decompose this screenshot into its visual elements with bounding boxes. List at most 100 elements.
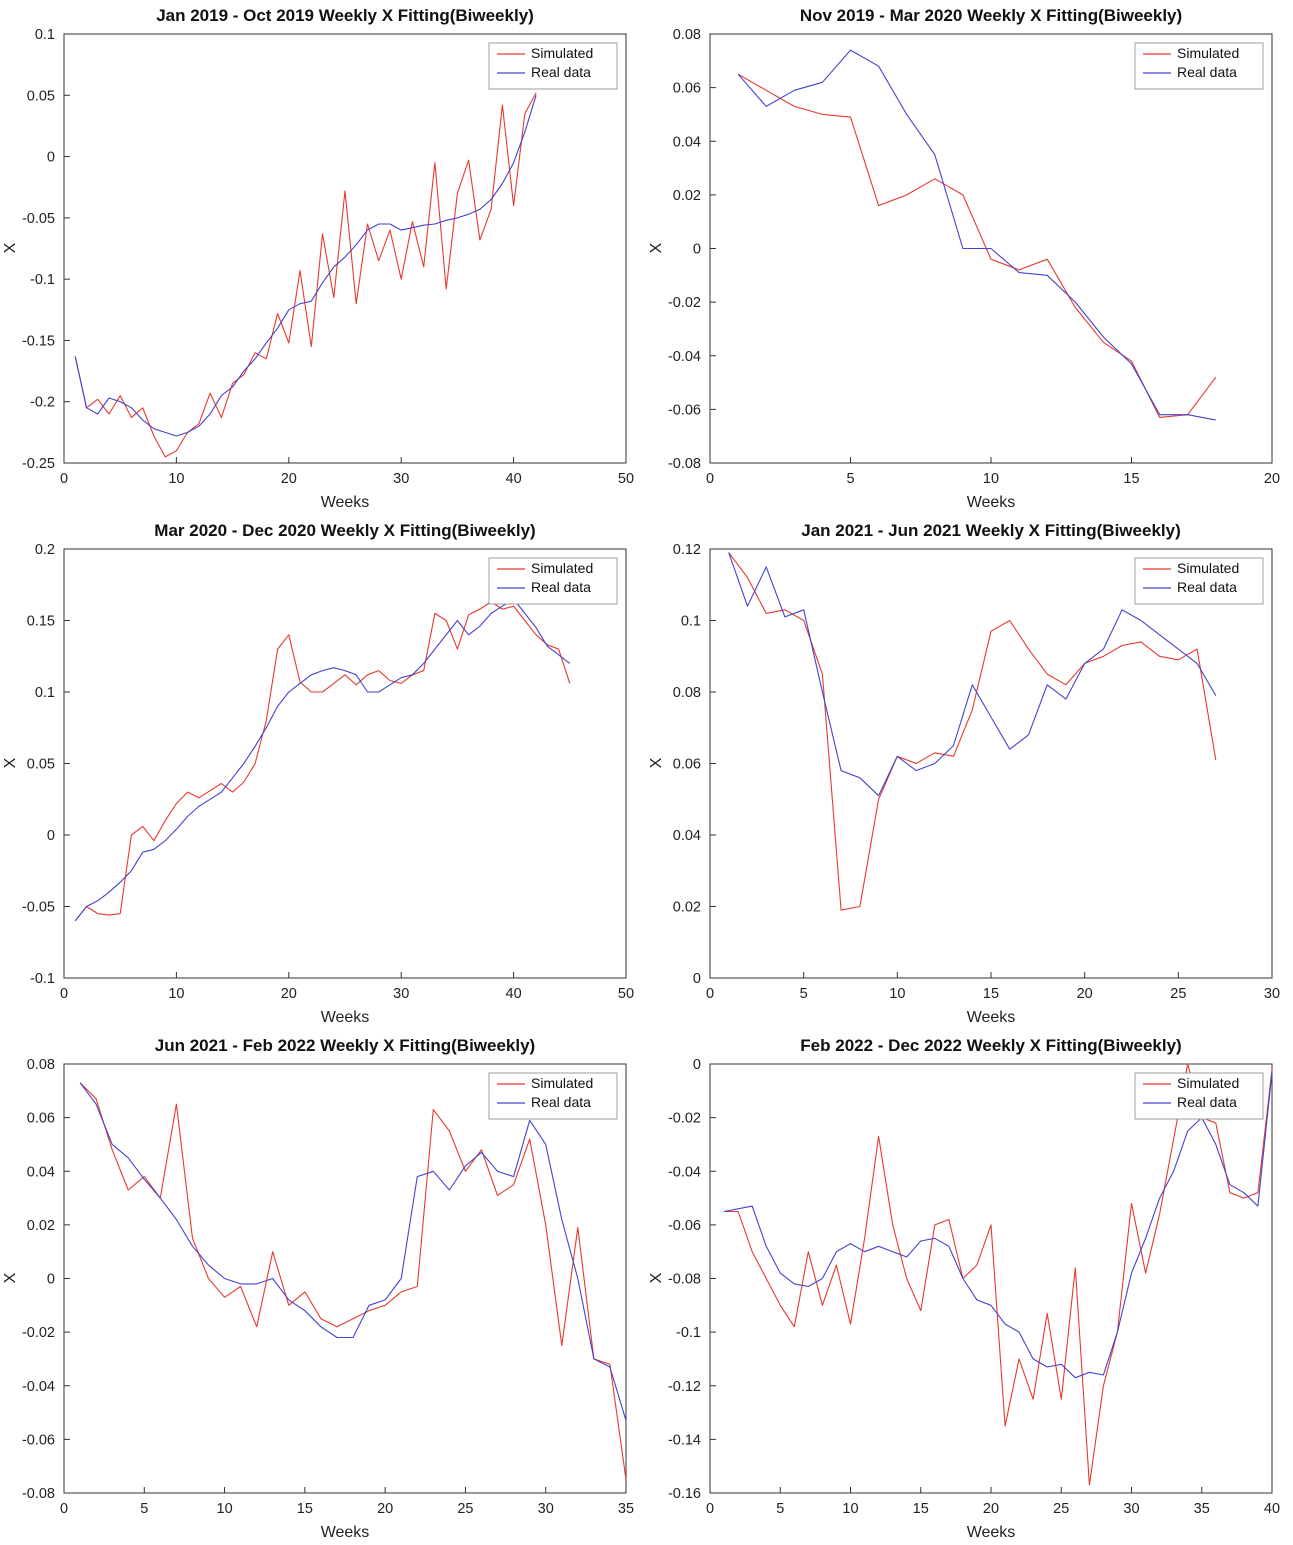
legend-label: Real data (531, 579, 591, 595)
x-tick-label: 30 (538, 1501, 554, 1517)
x-tick-label: 0 (60, 1501, 68, 1517)
y-tick-label: -0.16 (668, 1486, 701, 1502)
y-tick-label: -0.02 (668, 1111, 701, 1127)
x-tick-label: 0 (60, 986, 68, 1002)
y-tick-label: 0.04 (673, 134, 701, 150)
x-tick-label: 20 (1077, 986, 1093, 1002)
axes-box (709, 1063, 1273, 1494)
x-tick-label: 50 (618, 471, 634, 487)
y-tick-label: -0.06 (668, 402, 701, 418)
legend (1134, 42, 1264, 90)
chart-panel-6: Feb 2022 - Dec 2022 Weekly X Fitting(Biw… (646, 1030, 1293, 1545)
plot-area: 0 5 10 15 20 25 30 0 0.02 0.04 0.06 0.08 0.1 0.12 Simu… (673, 542, 1280, 1002)
y-tick-label: 0.2 (35, 542, 55, 558)
legend-label: Simulated (531, 560, 593, 576)
x-tick-label: 20 (281, 471, 297, 487)
x-tick-label: 30 (1123, 1501, 1139, 1517)
legend (488, 557, 618, 605)
legend-label: Real data (1177, 64, 1237, 80)
y-tick-label: -0.2 (30, 395, 55, 411)
y-tick-label: 0.04 (673, 828, 701, 844)
y-tick-label: 0 (693, 971, 701, 987)
y-axis-label: X (648, 242, 665, 253)
chart-title: Mar 2020 - Dec 2020 Weekly X Fitting(Biw… (154, 521, 535, 540)
chart-svg-4: Jan 2021 - Jun 2021 Weekly X Fitting(Biw… (648, 521, 1280, 1026)
chart-title: Jan 2021 - Jun 2021 Weekly X Fitting(Biw… (801, 521, 1181, 540)
y-tick-label: -0.04 (668, 1164, 701, 1180)
legend (488, 42, 618, 90)
chart-panel-2: Nov 2019 - Mar 2020 Weekly X Fitting(Biw… (646, 0, 1293, 515)
y-tick-label: -0.04 (22, 1379, 55, 1395)
chart-svg-2: Nov 2019 - Mar 2020 Weekly X Fitting(Biw… (648, 6, 1280, 511)
y-tick-label: 0.08 (673, 27, 701, 43)
y-tick-label: 0.1 (681, 614, 701, 630)
y-tick-label: 0.06 (27, 1111, 55, 1127)
y-tick-label: 0.1 (35, 685, 55, 701)
legend-label: Simulated (531, 45, 593, 61)
real-series-line (737, 49, 1216, 421)
chart-panel-3: Mar 2020 - Dec 2020 Weekly X Fitting(Biw… (0, 515, 646, 1030)
y-tick-label: -0.08 (668, 1272, 701, 1288)
y-tick-label: -0.05 (22, 211, 55, 227)
y-tick-label: -0.15 (22, 333, 55, 349)
y-tick-label: -0.04 (668, 349, 701, 365)
y-tick-label: 0.08 (27, 1057, 55, 1073)
simulated-series-line (728, 552, 1217, 911)
x-tick-label: 10 (889, 986, 905, 1002)
y-tick-label: -0.12 (668, 1379, 701, 1395)
real-series-line (723, 1071, 1273, 1379)
legend (488, 1072, 618, 1120)
x-tick-label: 30 (393, 986, 409, 1002)
y-tick-label: 0.04 (27, 1164, 55, 1180)
y-tick-label: -0.1 (30, 272, 55, 288)
y-tick-label: -0.14 (668, 1432, 701, 1448)
x-tick-label: 20 (983, 1501, 999, 1517)
y-tick-label: 0.08 (673, 685, 701, 701)
x-axis-label: Weeks (321, 1524, 370, 1541)
x-tick-label: 0 (706, 986, 714, 1002)
chart-title: Feb 2022 - Dec 2022 Weekly X Fitting(Biw… (800, 1036, 1181, 1055)
x-tick-label: 10 (217, 1501, 233, 1517)
y-tick-label: 0.1 (35, 27, 55, 43)
plot-area: 0 5 10 15 20 -0.08 -0.06 -0.04 -0.02 0 0.02 0.04 0.0… (668, 27, 1280, 487)
plot-area: 0 10 20 30 40 50 -0.1 -0.05 0 0.05 0.1 0.15 0.2 Simul… (22, 542, 634, 1002)
legend (1134, 557, 1264, 605)
simulated-series-line (74, 92, 537, 458)
x-tick-label: 25 (1170, 986, 1186, 1002)
x-axis-label: Weeks (967, 1524, 1016, 1541)
legend (1134, 1072, 1264, 1120)
legend-label: Simulated (531, 1075, 593, 1091)
x-axis-label: Weeks (967, 1009, 1016, 1026)
legend-label: Simulated (1177, 45, 1239, 61)
legend-label: Simulated (1177, 560, 1239, 576)
x-tick-label: 15 (913, 1501, 929, 1517)
y-tick-label: 0.12 (673, 542, 701, 558)
real-series-line (74, 95, 537, 437)
x-tick-label: 35 (618, 1501, 634, 1517)
x-tick-label: 40 (506, 986, 522, 1002)
y-tick-label: 0 (47, 150, 55, 166)
x-tick-label: 40 (1264, 1501, 1280, 1517)
chart-svg-1: Jan 2019 - Oct 2019 Weekly X Fitting(Biw… (2, 6, 634, 511)
x-tick-label: 50 (618, 986, 634, 1002)
x-tick-label: 5 (140, 1501, 148, 1517)
real-series-line (728, 552, 1217, 797)
x-tick-label: 40 (506, 471, 522, 487)
y-axis-label: X (648, 757, 665, 768)
y-axis-label: X (2, 757, 19, 768)
y-tick-label: 0 (47, 1272, 55, 1288)
x-tick-label: 5 (776, 1501, 784, 1517)
x-tick-label: 10 (168, 986, 184, 1002)
y-tick-label: -0.08 (668, 456, 701, 472)
y-tick-label: -0.25 (22, 456, 55, 472)
y-tick-label: 0.15 (27, 614, 55, 630)
y-tick-label: -0.1 (676, 1325, 701, 1341)
x-tick-label: 10 (168, 471, 184, 487)
x-tick-label: 15 (1123, 471, 1139, 487)
simulated-series-line (737, 73, 1217, 418)
y-tick-label: 0 (693, 1057, 701, 1073)
y-tick-label: 0.06 (673, 81, 701, 97)
simulated-series-line (74, 601, 571, 922)
plot-area: 0 10 20 30 40 50 -0.25 -0.2 -0.15 -0.1 -0.05 0 0.05 0… (22, 27, 634, 487)
